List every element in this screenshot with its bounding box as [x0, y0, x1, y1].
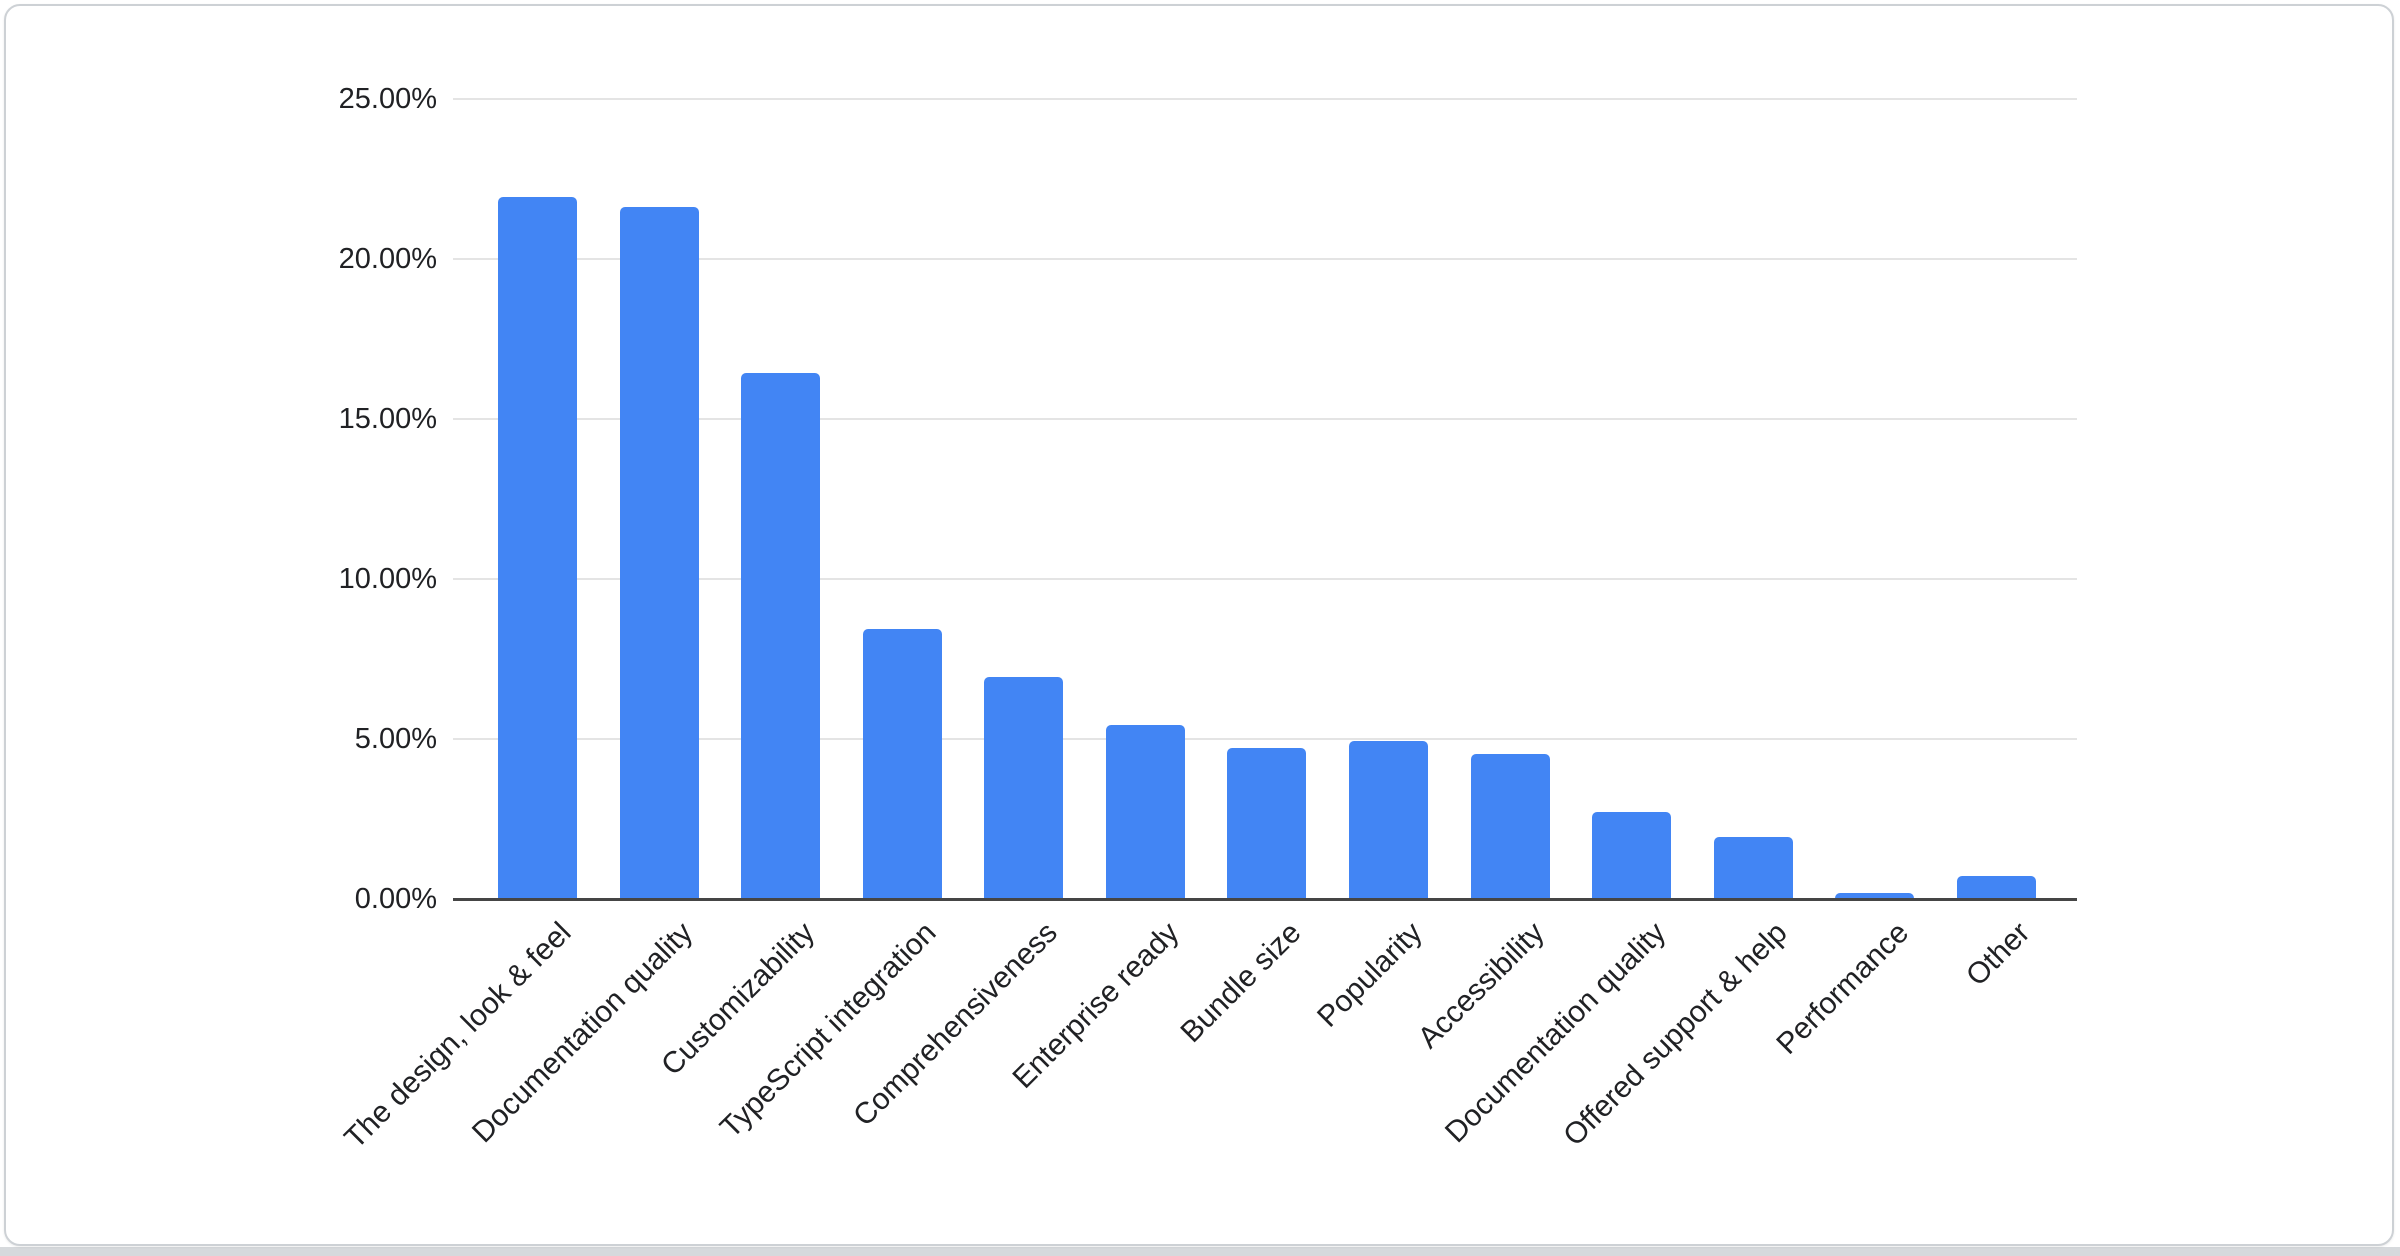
bar-series: [498, 99, 2036, 898]
y-tick-label: 5.00%: [354, 723, 437, 755]
y-tick-label: 10.00%: [338, 563, 437, 595]
y-tick-label: 25.00%: [338, 83, 437, 115]
bar: [619, 206, 699, 898]
gridline: [453, 258, 2077, 260]
bar: [741, 373, 821, 898]
bar: [1835, 893, 1915, 898]
gridline: [453, 738, 2077, 740]
bar: [1713, 837, 1793, 898]
gridline: [453, 418, 2077, 420]
gridline: [453, 578, 2077, 580]
y-tick-label: 15.00%: [338, 403, 437, 435]
bar: [1592, 811, 1672, 898]
bar: [1956, 875, 2036, 898]
bar: [984, 677, 1064, 898]
chart-card: [4, 4, 2394, 1246]
bar: [498, 197, 577, 898]
gridline: [453, 98, 2077, 100]
bar: [862, 629, 942, 898]
bar: [1470, 754, 1550, 898]
y-tick-label: 20.00%: [338, 243, 437, 275]
bar: [1227, 747, 1307, 898]
bar: [1105, 725, 1185, 898]
page-background-strip: [0, 1247, 2400, 1256]
bar: [1349, 741, 1429, 898]
y-tick-label: 0.00%: [354, 883, 437, 915]
x-axis-line: [453, 898, 2077, 901]
